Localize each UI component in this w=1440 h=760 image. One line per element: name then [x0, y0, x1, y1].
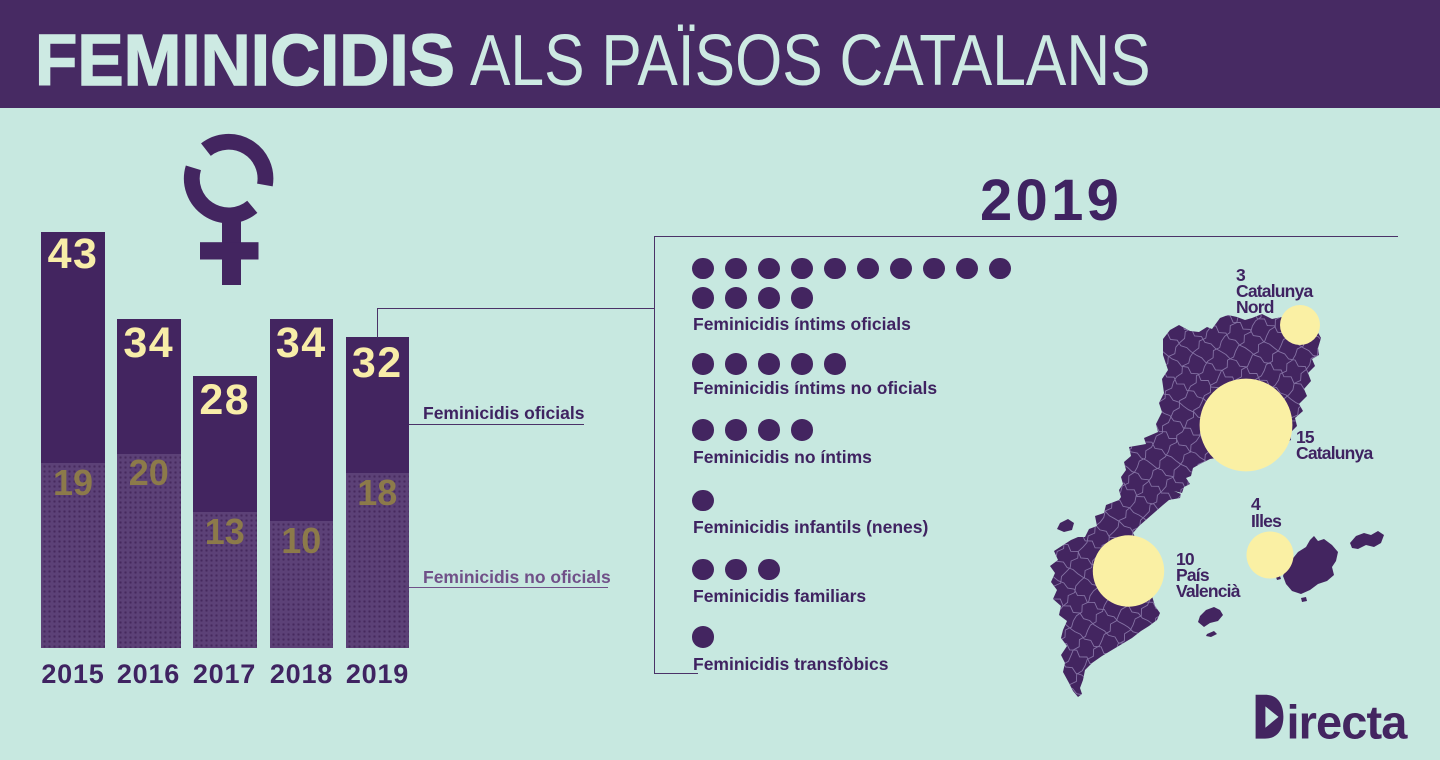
svg-text:irecta: irecta: [1287, 696, 1409, 748]
